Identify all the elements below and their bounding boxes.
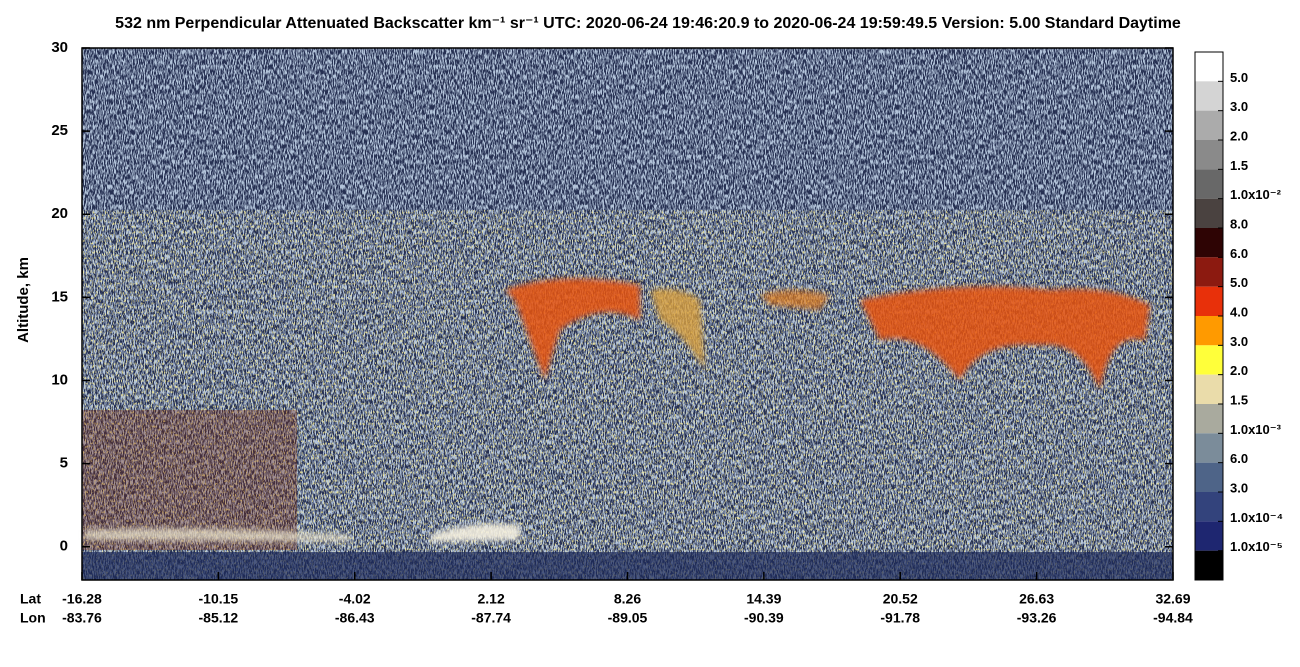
- colorbar-swatch: [1195, 374, 1223, 404]
- colorbar-label: 1.0x10⁻²: [1230, 187, 1282, 202]
- colorbar-swatch: [1195, 198, 1223, 228]
- colorbar-swatch: [1195, 286, 1223, 316]
- y-tick-label: 30: [51, 39, 68, 56]
- x-tick-label: 14.39: [746, 591, 781, 607]
- colorbar-swatch: [1195, 52, 1223, 82]
- x-tick-label: 8.26: [614, 591, 641, 607]
- x-tick-label: 20.52: [883, 591, 918, 607]
- colorbar-label: 4.0: [1230, 304, 1248, 319]
- colorbar-label: 1.5: [1230, 158, 1248, 173]
- chart-title: 532 nm Perpendicular Attenuated Backscat…: [115, 15, 1181, 32]
- colorbar-label: 3.0: [1230, 334, 1248, 349]
- colorbar-swatch: [1195, 169, 1223, 199]
- x-tick-label: -16.28: [62, 591, 102, 607]
- colorbar-swatch: [1195, 110, 1223, 140]
- y-axis-label: Altitude, km: [15, 257, 32, 343]
- x-tick-label: 2.12: [478, 591, 505, 607]
- colorbar-label: 1.0x10⁻³: [1230, 422, 1282, 437]
- x-tick-label: -91.78: [880, 610, 920, 626]
- x-row-name: Lat: [20, 591, 41, 607]
- colorbar-swatch: [1195, 228, 1223, 258]
- x-tick-label: -89.05: [608, 610, 648, 626]
- colorbar-swatch: [1195, 140, 1223, 170]
- y-tick-label: 20: [51, 205, 68, 222]
- y-tick-label: 25: [51, 122, 68, 139]
- x-tick-label: -93.26: [1017, 610, 1057, 626]
- colorbar-swatch: [1195, 345, 1223, 375]
- y-tick-label: 15: [51, 288, 68, 305]
- colorbar-swatch: [1195, 404, 1223, 434]
- curtain-speckle: [82, 210, 1173, 580]
- x-tick-label: -4.02: [339, 591, 371, 607]
- colorbar-swatch: [1195, 492, 1223, 522]
- colorbar-label: 2.0: [1230, 363, 1248, 378]
- colorbar-label: 1.0x10⁻⁴: [1230, 510, 1283, 525]
- colorbar-swatch: [1195, 257, 1223, 287]
- plot-area: [81, 47, 1174, 581]
- y-tick-label: 5: [60, 455, 68, 472]
- colorbar-label: 5.0: [1230, 70, 1248, 85]
- x-tick-label: -94.84: [1153, 610, 1193, 626]
- x-tick-label: -90.39: [744, 610, 784, 626]
- x-tick-label: -87.74: [471, 610, 511, 626]
- x-tick-label: 26.63: [1019, 591, 1054, 607]
- colorbar-swatch: [1195, 316, 1223, 346]
- colorbar-label: 1.5: [1230, 392, 1248, 407]
- colorbar-label: 8.0: [1230, 216, 1248, 231]
- x-tick-label: -85.12: [199, 610, 239, 626]
- x-row-name: Lon: [20, 610, 46, 626]
- colorbar-label: 3.0: [1230, 480, 1248, 495]
- colorbar-swatch: [1195, 521, 1223, 551]
- y-tick-label: 0: [60, 538, 68, 555]
- colorbar-swatch: [1195, 462, 1223, 492]
- colorbar-label: 2.0: [1230, 128, 1248, 143]
- cloud-layer: [85, 278, 1150, 542]
- colorbar-label: 5.0: [1230, 275, 1248, 290]
- y-tick-label: 10: [51, 371, 68, 388]
- aerosol-layer: [82, 410, 297, 550]
- x-tick-label: -86.43: [335, 610, 375, 626]
- colorbar-swatch: [1195, 433, 1223, 463]
- x-tick-label: -83.76: [62, 610, 102, 626]
- colorbar-label: 3.0: [1230, 99, 1248, 114]
- colorbar-label: 6.0: [1230, 451, 1248, 466]
- colorbar-swatch: [1195, 550, 1223, 580]
- colorbar-label: 1.0x10⁻⁵: [1230, 539, 1283, 554]
- colorbar-label: 6.0: [1230, 246, 1248, 261]
- colorbar-swatch: [1195, 81, 1223, 111]
- x-tick-label: -10.15: [199, 591, 239, 607]
- x-tick-label: 32.69: [1155, 591, 1190, 607]
